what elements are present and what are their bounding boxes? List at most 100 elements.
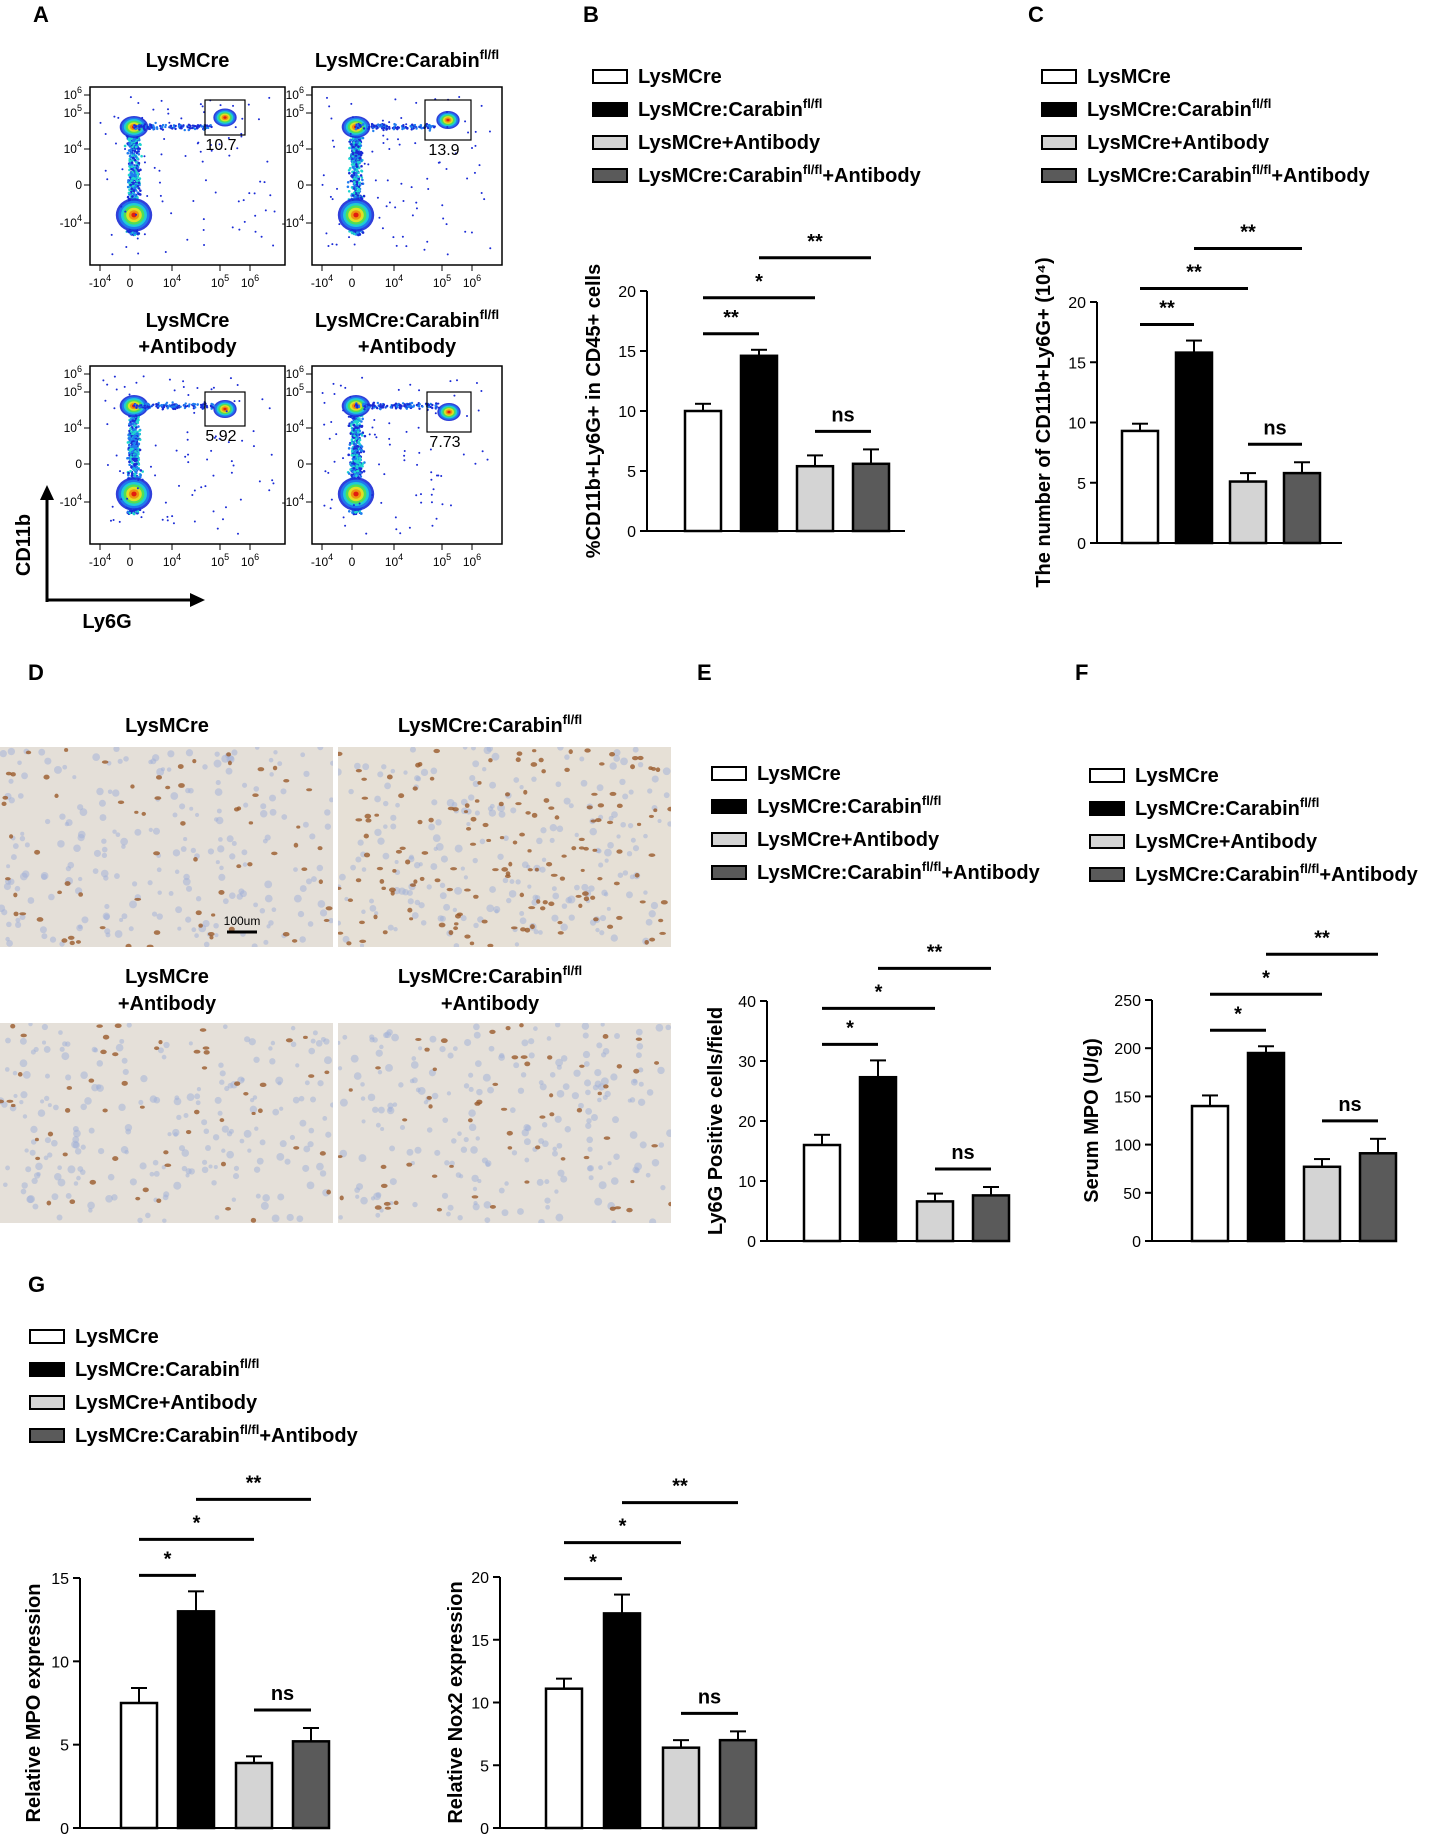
flow-scatter-0-30 (160, 153, 163, 156)
panel-letter-e: E (697, 660, 712, 685)
flow-scatter-0-4 (269, 194, 272, 197)
sig-label-E-2: ** (927, 941, 943, 963)
flow-plot-frame-1 (311, 86, 503, 266)
sig-label-C-1: ** (1186, 262, 1202, 284)
flow-band-0-152 (174, 124, 177, 128)
legend-label-g-2: LysMCre+Antibody (75, 1392, 258, 1414)
flow-blob-0-2-0 (223, 116, 227, 119)
flow-scatter-0-11 (263, 181, 266, 184)
flow-scatter-0-41 (129, 96, 132, 99)
flow-cytometry-panel: 10.7-104 0 104 105 1061061051040-104LysMCre1… (13, 47, 503, 633)
flow-scatter-0-25 (214, 191, 217, 194)
y-tick-label-E-2: 20 (738, 1114, 756, 1131)
bar-E-3 (971, 1194, 1011, 1243)
legend-swatch-b-2 (592, 135, 628, 150)
flow-scatter-0-45 (137, 252, 140, 255)
flow-dot-0-12 (140, 154, 143, 158)
flow-band-0-117 (143, 128, 147, 132)
flow-band-0-138 (169, 124, 173, 127)
flow-dot-0-561 (134, 161, 138, 164)
flow-scatter-0-70 (180, 117, 183, 120)
y-tick-label-F-2: 100 (1114, 1138, 1141, 1155)
legend-label-c-3: LysMCre:Carabinfl/fl+Antibody (1087, 162, 1371, 187)
flow-dot-0-591 (127, 173, 131, 177)
bar-E-0 (802, 1143, 842, 1243)
flow-dot-0-470 (137, 169, 140, 173)
flow-blob-0-0-0 (131, 212, 137, 218)
flow-scatter-0-17 (125, 246, 128, 249)
flow-scatter-0-86 (121, 168, 124, 171)
bar-C-0 (1120, 429, 1160, 545)
flow-dot-0-568 (126, 185, 130, 189)
legend-swatch-g-2 (29, 1395, 65, 1410)
flow-scatter-0-40 (243, 220, 246, 223)
flow-band-0-146 (205, 124, 209, 127)
flow-scatter-0-1 (231, 226, 234, 229)
flow-scatter-0-72 (203, 243, 206, 246)
flow-scatter-0-39 (104, 132, 107, 135)
y-tick-label-E-3: 30 (738, 1054, 756, 1071)
flow-band-0-68 (182, 124, 185, 127)
flow-dot-0-572 (135, 141, 139, 145)
panel-letter-b: B (583, 2, 599, 27)
flow-band-0-157 (150, 125, 153, 129)
y-tick-label-B-0: 0 (627, 524, 636, 541)
flow-scatter-0-19 (141, 116, 144, 119)
legend-label-e-0: LysMCre (757, 763, 841, 785)
flow-band-0-54 (186, 125, 189, 129)
flow-scatter-0-84 (131, 149, 134, 152)
flow-band-0-126 (160, 125, 164, 129)
legend-swatch-f-1 (1089, 801, 1125, 816)
flow-scatter-0-16 (247, 103, 250, 106)
flow-dot-0-488 (129, 152, 132, 155)
panel-letter-d: D (28, 660, 44, 685)
flow-scatter-0-67 (158, 181, 161, 184)
flow-dot-0-438 (138, 193, 142, 196)
legend-label-b-1: LysMCre:Carabinfl/fl (638, 96, 822, 121)
legend-swatch-g-1 (29, 1362, 65, 1377)
sig-label-E-1: * (875, 981, 883, 1003)
flow-dot-0-143 (137, 152, 141, 156)
flow-dot-0-368 (137, 161, 141, 165)
panel-letter-a: A (33, 2, 49, 27)
flow-band-0-158 (197, 124, 200, 127)
flow-band-0-145 (150, 124, 153, 127)
flow-dot-0-570 (129, 183, 132, 187)
panel-letter-f: F (1075, 660, 1089, 685)
flow-dot-0-452 (130, 187, 133, 191)
flow-dot-0-567 (127, 149, 131, 152)
flow-gate-value-0: 10.7 (205, 137, 236, 154)
flow-scatter-0-65 (186, 238, 189, 241)
flow-scatter-0-75 (260, 235, 263, 238)
legend-swatch-e-1 (711, 799, 747, 814)
y-tick-label-F-5: 250 (1114, 993, 1141, 1010)
flow-scatter-0-28 (161, 200, 164, 203)
legend-label-c-1: LysMCre:Carabinfl/fl (1087, 96, 1271, 121)
flow-dot-0-583 (131, 145, 134, 149)
flow-xtick-label-0-3: 105 (211, 273, 229, 290)
flow-scatter-0-42 (238, 228, 241, 231)
flow-dot-0-532 (131, 185, 134, 188)
legend-label-f-0: LysMCre (1135, 765, 1219, 787)
flow-xtick-label-0-0: -104 (89, 273, 111, 290)
flow-scatter-0-31 (184, 154, 187, 157)
legend-swatch-f-0 (1089, 768, 1125, 783)
sig-label-C-0: ** (1159, 298, 1175, 320)
legend-swatch-b-0 (592, 69, 628, 84)
flow-scatter-0-51 (163, 137, 166, 140)
flow-scatter-0-15 (201, 105, 204, 108)
flow-dot-0-338 (134, 155, 137, 158)
flow-scatter-0-3 (240, 135, 243, 138)
y-tick-label-F-4: 200 (1114, 1041, 1141, 1058)
bar-C-2 (1228, 480, 1268, 545)
legend-label-e-1: LysMCre:Carabinfl/fl (757, 793, 941, 818)
legend-swatch-e-0 (711, 766, 747, 781)
flow-dot-0-560 (132, 189, 135, 193)
flow-scatter-0-81 (254, 214, 257, 217)
legend-swatch-g-3 (29, 1428, 65, 1443)
flow-scatter-0-26 (168, 121, 171, 124)
